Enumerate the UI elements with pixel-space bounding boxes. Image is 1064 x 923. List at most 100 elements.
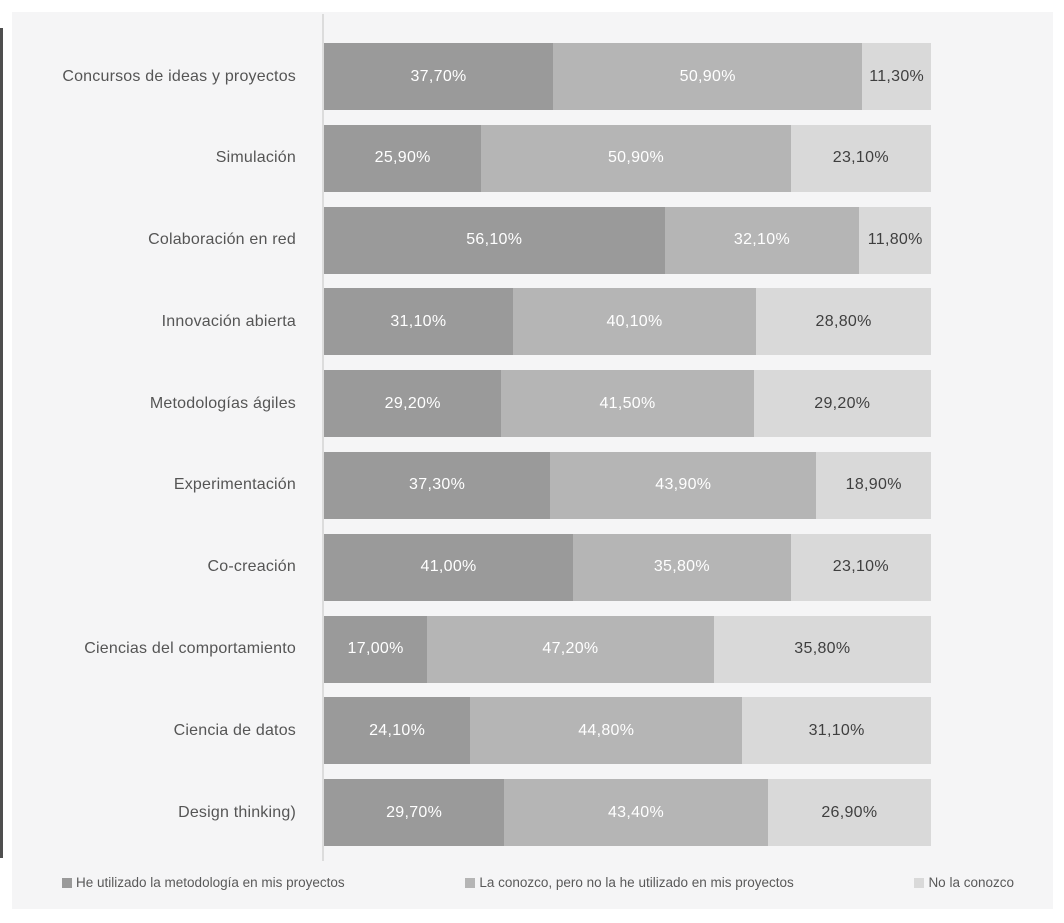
value-label: 50,90% — [679, 67, 736, 85]
bar-segment-series-3: 31,10% — [742, 697, 931, 765]
bar-segment-series-2: 47,20% — [427, 615, 714, 683]
bar-row: Experimentación 37,30% 43,90% 18,90% — [12, 451, 1053, 519]
value-label: 44,80% — [578, 721, 635, 739]
stacked-bar: 29,70% 43,40% 26,90% — [324, 779, 931, 847]
value-label: 35,80% — [794, 640, 851, 658]
category-label: Metodologías ágiles — [149, 394, 296, 412]
bar-row: Co-creación 41,00% 35,80% 23,10% — [12, 533, 1053, 601]
legend-item: No la conozco — [914, 875, 1014, 890]
bar-segment-series-3: 18,90% — [816, 451, 931, 519]
bar-segment-series-1: 25,90% — [324, 124, 482, 192]
bar-segment-series-2: 43,90% — [550, 451, 817, 519]
bar-segment-series-3: 35,80% — [713, 615, 931, 683]
value-label: 28,80% — [815, 312, 872, 330]
bar-segment-series-3: 29,20% — [753, 370, 931, 438]
bar-segment-series-1: 37,70% — [324, 43, 554, 110]
bar-segment-series-2: 41,50% — [501, 370, 754, 438]
chart-panel: Concursos de ideas y proyectos 37,70% 50,9… — [12, 12, 1053, 909]
plot-area: Concursos de ideas y proyectos 37,70% 50,9… — [12, 43, 1053, 861]
y-axis-line — [322, 14, 324, 861]
stacked-bar: 24,10% 44,80% 31,10% — [324, 697, 931, 765]
legend-item: He utilizado la metodología en mis proye… — [62, 875, 345, 890]
stacked-bar: 29,20% 41,50% 29,20% — [324, 370, 931, 438]
bar-segment-series-1: 31,10% — [324, 288, 513, 356]
bar-row: Concursos de ideas y proyectos 37,70% 50,9… — [12, 43, 1053, 110]
bar-segment-series-3: 26,90% — [767, 779, 931, 847]
value-label: 47,20% — [542, 640, 599, 658]
value-label: 11,30% — [869, 67, 925, 85]
category-label: Co-creación — [207, 558, 296, 576]
value-label: 40,10% — [606, 312, 663, 330]
bar-segment-series-1: 37,30% — [324, 451, 551, 519]
value-label: 17,00% — [347, 640, 404, 658]
category-label: Concursos de ideas y proyectos — [62, 67, 296, 85]
value-label: 26,90% — [821, 803, 878, 821]
stacked-bar: 25,90% 50,90% 23,10% — [324, 124, 931, 192]
bar-segment-series-2: 50,90% — [553, 43, 863, 110]
value-label: 35,80% — [653, 558, 710, 576]
category-label: Innovación abierta — [161, 312, 296, 330]
left-edge-line — [0, 28, 3, 858]
bar-row: Ciencia de datos 24,10% 44,80% 31,10% — [12, 697, 1053, 765]
value-label: 50,90% — [607, 149, 665, 167]
category-label: Experimentación — [173, 476, 296, 494]
legend: He utilizado la metodología en mis proye… — [62, 875, 1014, 890]
value-label: 43,40% — [607, 803, 665, 821]
value-label: 37,70% — [410, 67, 467, 85]
bar-segment-series-2: 40,10% — [512, 288, 757, 356]
bar-row: Design thinking) 29,70% 43,40% 26,90% — [12, 779, 1053, 847]
bar-segment-series-2: 50,90% — [481, 124, 791, 192]
legend-label: He utilizado la metodología en mis proye… — [76, 875, 345, 890]
legend-swatch-icon — [62, 877, 72, 888]
bar-row: Simulación 25,90% 50,90% 23,10% — [12, 124, 1053, 192]
value-label: 32,10% — [733, 231, 790, 249]
category-label: Design thinking) — [178, 803, 296, 821]
bar-segment-series-1: 29,20% — [324, 370, 502, 438]
bar-segment-series-1: 41,00% — [324, 533, 574, 601]
bar-segment-series-2: 43,40% — [504, 779, 768, 847]
bar-segment-series-1: 29,70% — [324, 779, 505, 847]
value-label: 29,20% — [814, 394, 871, 412]
value-label: 37,30% — [409, 476, 466, 494]
bar-row: Metodologías ágiles 29,20% 41,50% 29,20% — [12, 370, 1053, 438]
value-label: 23,10% — [832, 149, 889, 167]
bar-segment-series-3: 28,80% — [756, 288, 931, 356]
bar-row: Innovación abierta 31,10% 40,10% 28,80% — [12, 288, 1053, 356]
value-label: 24,10% — [369, 721, 426, 739]
category-label: Ciencia de datos — [173, 721, 296, 739]
bar-segment-series-2: 32,10% — [664, 206, 860, 274]
legend-swatch-icon — [465, 877, 476, 888]
stacked-bar: 37,30% 43,90% 18,90% — [324, 451, 931, 519]
bar-segment-series-2: 35,80% — [573, 533, 791, 601]
bar-segment-series-3: 11,80% — [859, 206, 931, 274]
category-label: Simulación — [215, 149, 296, 167]
stacked-bar: 17,00% 47,20% 35,80% — [324, 615, 931, 683]
legend-item: La conozco, pero no la he utilizado en m… — [465, 875, 794, 890]
bar-segment-series-3: 11,30% — [862, 43, 931, 110]
legend-swatch-icon — [914, 877, 925, 888]
category-label: Ciencias del comportamiento — [84, 640, 296, 658]
legend-label: La conozco, pero no la he utilizado en m… — [479, 875, 794, 890]
value-label: 18,90% — [845, 476, 902, 494]
value-label: 41,50% — [599, 394, 656, 412]
bar-segment-series-1: 56,10% — [324, 206, 665, 274]
bar-segment-series-2: 44,80% — [470, 697, 743, 765]
stacked-bar: 31,10% 40,10% 28,80% — [324, 288, 931, 356]
stacked-bar: 41,00% 35,80% 23,10% — [324, 533, 932, 601]
value-label: 11,80% — [867, 231, 923, 249]
value-label: 23,10% — [832, 558, 889, 576]
bar-row: Colaboración en red 56,10% 32,10% 11,80% — [12, 206, 1053, 274]
value-label: 43,90% — [655, 476, 712, 494]
stacked-bar: 37,70% 50,90% 11,30% — [324, 43, 931, 110]
bar-segment-series-1: 24,10% — [324, 697, 471, 765]
value-label: 29,20% — [384, 394, 441, 412]
bar-segment-series-1: 17,00% — [324, 615, 428, 683]
category-label: Colaboración en red — [148, 231, 296, 249]
stacked-bar: 56,10% 32,10% 11,80% — [324, 206, 931, 274]
value-label: 31,10% — [390, 312, 447, 330]
value-label: 56,10% — [466, 231, 523, 249]
bar-segment-series-3: 23,10% — [790, 124, 931, 192]
bar-segment-series-3: 23,10% — [790, 533, 932, 601]
value-label: 31,10% — [808, 721, 865, 739]
